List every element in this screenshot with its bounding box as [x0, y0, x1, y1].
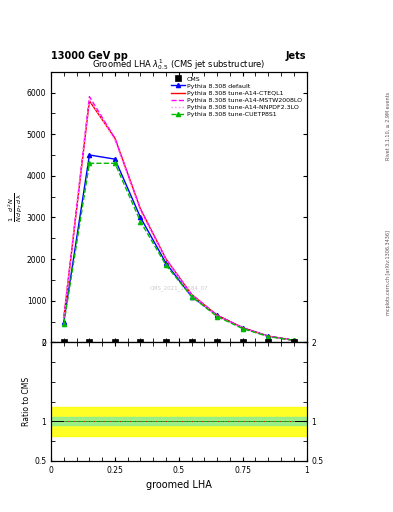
Pythia 8.308 tune-A14-CTEQL1 — [266, 333, 271, 339]
CMS — [164, 339, 169, 346]
Title: Groomed LHA $\lambda^{1}_{0.5}$ (CMS jet substructure): Groomed LHA $\lambda^{1}_{0.5}$ (CMS jet… — [92, 57, 266, 72]
Line: Pythia 8.308 tune-A14-NNPDF2.3LO: Pythia 8.308 tune-A14-NNPDF2.3LO — [64, 99, 294, 340]
Pythia 8.308 tune-A14-NNPDF2.3LO — [189, 292, 194, 298]
Pythia 8.308 tune-A14-NNPDF2.3LO — [215, 313, 220, 319]
Pythia 8.308 tune-CUETP8S1 — [241, 326, 245, 332]
Pythia 8.308 tune-CUETP8S1 — [62, 321, 66, 327]
Pythia 8.308 tune-CUETP8S1 — [138, 219, 143, 225]
Pythia 8.308 tune-A14-MSTW2008LO — [241, 325, 245, 331]
Line: CMS: CMS — [61, 339, 297, 345]
Pythia 8.308 tune-CUETP8S1 — [292, 337, 296, 344]
Line: Pythia 8.308 tune-CUETP8S1: Pythia 8.308 tune-CUETP8S1 — [62, 161, 296, 343]
Pythia 8.308 tune-A14-MSTW2008LO — [62, 314, 66, 321]
Pythia 8.308 tune-A14-CTEQL1 — [164, 256, 169, 262]
Text: Rivet 3.1.10, ≥ 2.9M events: Rivet 3.1.10, ≥ 2.9M events — [386, 92, 391, 160]
Pythia 8.308 tune-A14-NNPDF2.3LO — [292, 337, 296, 344]
Y-axis label: $\frac{1}{N}\frac{d^{2}N}{d\,p_{T}\,d\,\mathrm{\lambda}}$: $\frac{1}{N}\frac{d^{2}N}{d\,p_{T}\,d\,\… — [7, 193, 25, 222]
Pythia 8.308 tune-A14-NNPDF2.3LO — [164, 257, 169, 263]
Pythia 8.308 tune-A14-MSTW2008LO — [164, 256, 169, 262]
Text: mcplots.cern.ch [arXiv:1306.3436]: mcplots.cern.ch [arXiv:1306.3436] — [386, 230, 391, 315]
Pythia 8.308 tune-CUETP8S1 — [164, 262, 169, 268]
CMS — [266, 339, 271, 346]
Pythia 8.308 tune-A14-MSTW2008LO — [215, 312, 220, 318]
Pythia 8.308 default — [113, 156, 118, 162]
Pythia 8.308 default — [241, 325, 245, 331]
Text: 13000 GeV pp: 13000 GeV pp — [51, 51, 128, 61]
Text: Jets: Jets — [286, 51, 307, 61]
Pythia 8.308 tune-A14-NNPDF2.3LO — [87, 96, 92, 102]
Pythia 8.308 tune-A14-NNPDF2.3LO — [138, 208, 143, 214]
Pythia 8.308 tune-CUETP8S1 — [87, 160, 92, 166]
Pythia 8.308 tune-CUETP8S1 — [215, 313, 220, 319]
Pythia 8.308 default — [189, 293, 194, 300]
X-axis label: groomed LHA: groomed LHA — [146, 480, 212, 490]
Y-axis label: Ratio to CMS: Ratio to CMS — [22, 377, 31, 426]
Pythia 8.308 tune-A14-NNPDF2.3LO — [241, 325, 245, 331]
Pythia 8.308 tune-A14-CTEQL1 — [62, 314, 66, 321]
Line: Pythia 8.308 tune-A14-CTEQL1: Pythia 8.308 tune-A14-CTEQL1 — [64, 101, 294, 340]
Pythia 8.308 tune-A14-MSTW2008LO — [266, 333, 271, 339]
Pythia 8.308 tune-A14-NNPDF2.3LO — [266, 333, 271, 339]
Pythia 8.308 tune-A14-MSTW2008LO — [138, 206, 143, 212]
Pythia 8.308 default — [62, 318, 66, 325]
Pythia 8.308 default — [266, 333, 271, 339]
Line: Pythia 8.308 default: Pythia 8.308 default — [62, 153, 296, 343]
Line: Pythia 8.308 tune-A14-MSTW2008LO: Pythia 8.308 tune-A14-MSTW2008LO — [64, 97, 294, 340]
Pythia 8.308 tune-CUETP8S1 — [189, 293, 194, 300]
Pythia 8.308 tune-A14-CTEQL1 — [113, 135, 118, 141]
CMS — [292, 339, 296, 346]
Bar — [51, 417, 307, 425]
Pythia 8.308 tune-CUETP8S1 — [113, 160, 118, 166]
Pythia 8.308 tune-A14-CTEQL1 — [241, 325, 245, 331]
CMS — [215, 339, 220, 346]
Pythia 8.308 default — [164, 260, 169, 266]
Bar — [51, 407, 307, 436]
Pythia 8.308 tune-CUETP8S1 — [266, 333, 271, 339]
CMS — [138, 339, 143, 346]
CMS — [241, 339, 245, 346]
Pythia 8.308 default — [138, 215, 143, 221]
Pythia 8.308 tune-A14-MSTW2008LO — [113, 135, 118, 141]
Pythia 8.308 default — [215, 312, 220, 318]
Pythia 8.308 default — [87, 152, 92, 158]
Pythia 8.308 tune-A14-MSTW2008LO — [189, 291, 194, 297]
CMS — [189, 339, 194, 346]
Pythia 8.308 tune-A14-NNPDF2.3LO — [113, 137, 118, 143]
Legend: CMS, Pythia 8.308 default, Pythia 8.308 tune-A14-CTEQL1, Pythia 8.308 tune-A14-M: CMS, Pythia 8.308 default, Pythia 8.308 … — [169, 75, 303, 118]
CMS — [62, 339, 66, 346]
Pythia 8.308 tune-A14-CTEQL1 — [292, 337, 296, 344]
Pythia 8.308 tune-A14-CTEQL1 — [215, 312, 220, 318]
CMS — [113, 339, 118, 346]
Pythia 8.308 default — [292, 337, 296, 344]
CMS — [87, 339, 92, 346]
Pythia 8.308 tune-A14-MSTW2008LO — [87, 94, 92, 100]
Text: CMS_2021_11584_07: CMS_2021_11584_07 — [149, 285, 208, 291]
Pythia 8.308 tune-A14-CTEQL1 — [138, 206, 143, 212]
Pythia 8.308 tune-A14-CTEQL1 — [189, 291, 194, 297]
Pythia 8.308 tune-A14-NNPDF2.3LO — [62, 314, 66, 321]
Pythia 8.308 tune-A14-MSTW2008LO — [292, 337, 296, 344]
Pythia 8.308 tune-A14-CTEQL1 — [87, 98, 92, 104]
